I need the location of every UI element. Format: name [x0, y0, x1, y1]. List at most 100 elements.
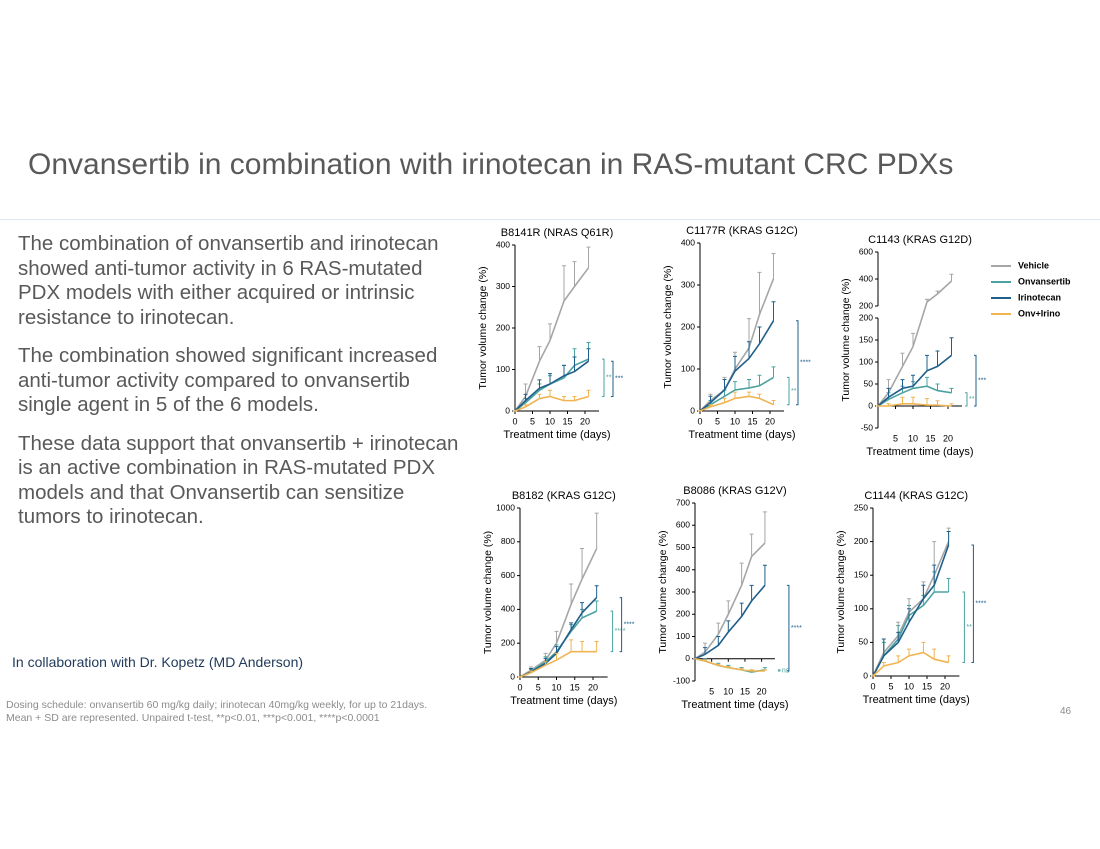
error-bar: [586, 389, 591, 397]
y-tick-label: 200: [854, 536, 868, 546]
error-bar: [739, 668, 744, 670]
chart-title: C1144 (KRAS G12C): [864, 490, 968, 502]
error-bar: [726, 600, 731, 615]
significance: ****: [975, 601, 986, 608]
error-bar: [747, 341, 751, 359]
error-bar: [733, 355, 737, 372]
error-bar: [935, 350, 940, 367]
y-tick-label: 1000: [496, 502, 515, 512]
y-axis-label: Tumor volume change (%): [835, 530, 847, 653]
x-tick-label: 10: [908, 433, 918, 443]
error-bar: [749, 584, 754, 601]
series-line: [514, 360, 589, 412]
x-tick-label: 20: [940, 681, 950, 691]
error-bar: [949, 337, 954, 356]
bracket: [971, 544, 974, 664]
x-tick-label: 0: [517, 682, 522, 692]
error-bar: [726, 620, 731, 633]
y-tick-label: 150: [859, 334, 873, 344]
y-axis-label: Tumor volume change (%): [477, 266, 489, 389]
y-tick-label: 100: [496, 364, 510, 374]
x-tick-label: 10: [551, 682, 561, 692]
chart-title: B8086 (KRAS G12V): [683, 485, 786, 497]
y-tick-label: 200: [859, 312, 873, 322]
y-tick-label: 0: [690, 405, 695, 415]
error-bar: [946, 531, 951, 545]
bracket: [787, 376, 790, 406]
error-bar: [716, 622, 721, 635]
error-bar: [537, 346, 542, 362]
bracket: [962, 591, 965, 664]
footnote: Dosing schedule: onvansertib 60 mg/kg da…: [6, 699, 428, 711]
x-tick-label: 0: [870, 681, 875, 691]
y-tick-label: 300: [676, 586, 690, 596]
series-line: [699, 278, 775, 412]
x-tick-label: 5: [888, 681, 893, 691]
error-bar: [896, 655, 901, 663]
error-bar: [739, 562, 744, 586]
y-tick-label: 700: [676, 497, 690, 507]
error-bar: [733, 391, 737, 399]
y-tick-label: 100: [681, 363, 695, 373]
series-line: [519, 548, 598, 678]
series-line: [514, 267, 590, 412]
error-bar: [537, 379, 542, 389]
y-tick-label: 200: [859, 300, 873, 310]
error-bar: [771, 253, 776, 279]
error-bar: [580, 641, 585, 652]
chart-title: C1177R (KRAS G12C): [686, 225, 798, 237]
error-bar: [762, 511, 767, 544]
legend-label: Vehicle: [1018, 260, 1049, 270]
error-bar: [569, 622, 574, 630]
chart-title: B8141R (NRAS Q61R): [501, 227, 614, 239]
error-bar: [562, 265, 566, 302]
chart-title: B8182 (KRAS G12C): [512, 490, 616, 502]
page-number: 46: [1060, 706, 1072, 717]
x-tick-label: 15: [747, 416, 757, 426]
error-bar: [726, 666, 731, 668]
y-tick-label: -50: [861, 422, 874, 432]
error-bar: [708, 395, 713, 403]
error-bar: [569, 639, 574, 652]
error-bar: [569, 583, 574, 605]
error-bar: [900, 352, 905, 367]
y-tick-label: 400: [676, 564, 690, 574]
y-tick-label: 300: [496, 281, 510, 291]
x-tick-label: 15: [562, 416, 572, 426]
legend-label: Irinotecan: [1018, 292, 1061, 302]
error-bar: [580, 548, 585, 579]
error-bar: [911, 374, 915, 387]
series-line: [514, 358, 589, 412]
error-bar: [716, 636, 721, 646]
error-bar: [762, 564, 767, 586]
error-bar: [925, 298, 929, 302]
y-tick-label: 500: [676, 542, 690, 552]
y-tick-label: 400: [859, 273, 873, 283]
bullet: The combination of onvansertib and irino…: [18, 232, 439, 329]
bullet-list: The combination of onvansertib and irino…: [18, 232, 468, 544]
y-tick-label: 400: [496, 239, 510, 249]
y-axis-label: Tumor volume change (%): [662, 265, 674, 388]
series-line: [519, 650, 597, 678]
x-tick-label: 20: [588, 682, 598, 692]
significance: ****: [800, 360, 811, 367]
error-bar: [523, 393, 528, 401]
x-tick-label: 10: [730, 416, 740, 426]
error-bar: [921, 641, 926, 653]
error-bar: [949, 273, 954, 282]
error-bar: [548, 323, 552, 341]
y-tick-label: 150: [854, 569, 868, 579]
error-bar: [562, 364, 566, 376]
series-line: [877, 280, 953, 407]
x-tick-label: 15: [740, 686, 750, 696]
y-tick-label: 300: [681, 279, 695, 289]
error-bar: [896, 631, 901, 643]
error-bar: [562, 395, 566, 401]
significance: ****: [791, 625, 802, 632]
significance: ****: [615, 628, 626, 635]
y-tick-label: 100: [859, 356, 873, 366]
error-bar: [881, 662, 886, 666]
error-bar: [932, 648, 937, 660]
